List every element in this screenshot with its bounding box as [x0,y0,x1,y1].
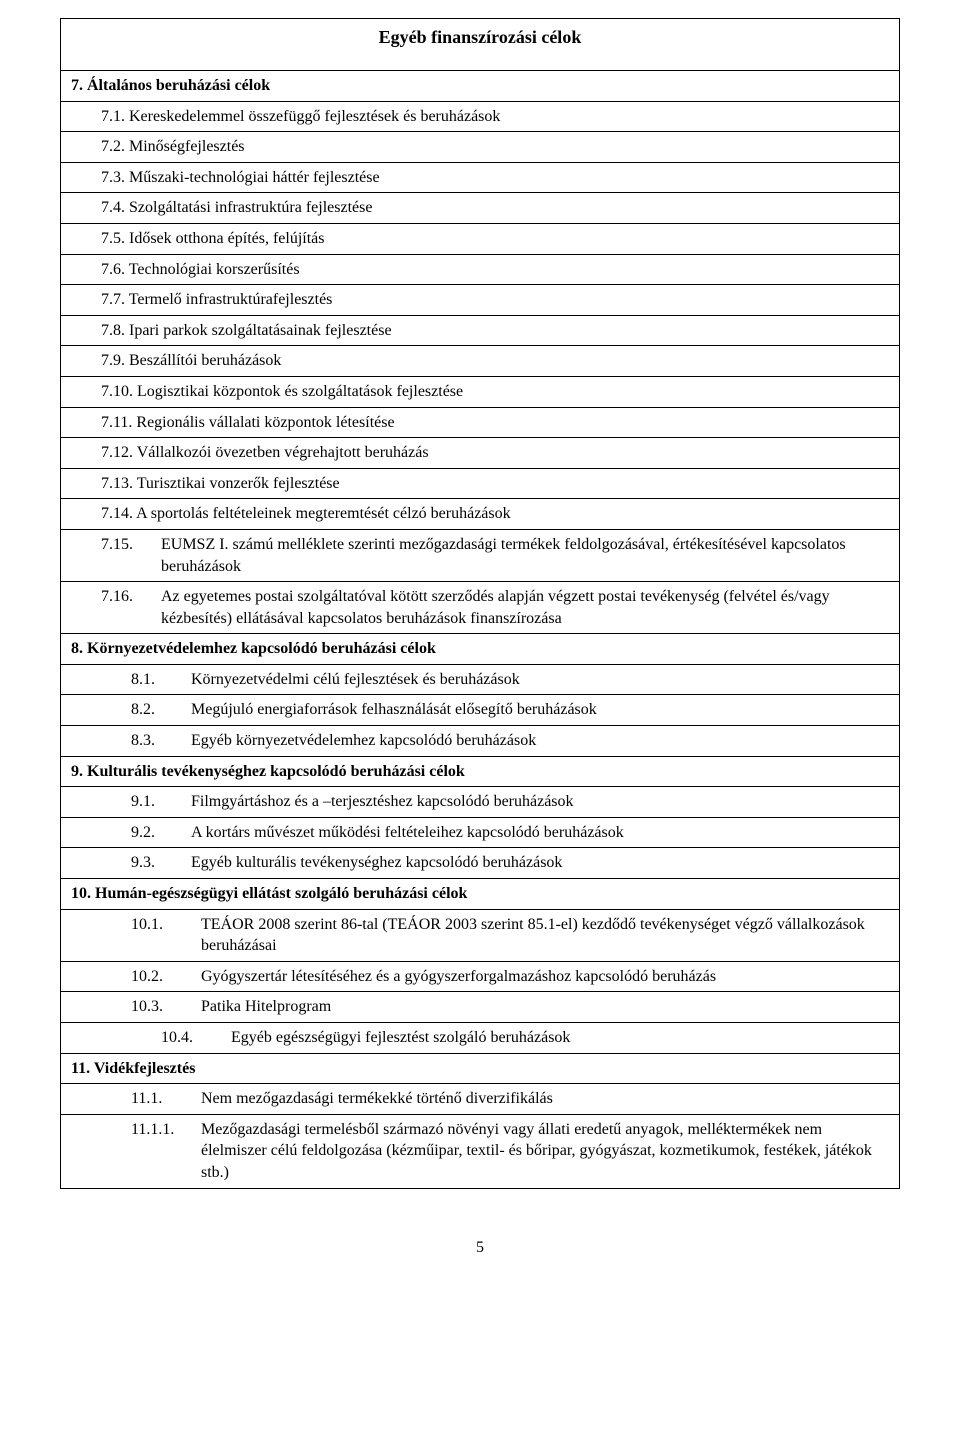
outline-row: 7.4. Szolgáltatási infrastruktúra fejles… [61,193,900,224]
outline-item: 7.7. Termelő infrastruktúrafejlesztés [71,289,889,311]
outline-item-text: Nem mezőgazdasági termékekké történő div… [201,1088,553,1110]
outline-row: 11.1.Nem mezőgazdasági termékekké történ… [61,1084,900,1115]
outline-item: 7.6. Technológiai korszerűsítés [71,259,889,281]
outline-item-text: Patika Hitelprogram [201,996,331,1018]
outline-subitem: 8.3.Egyéb környezetvédelemhez kapcsolódó… [71,730,889,752]
outline-item-number: 9.3. [131,852,191,874]
outline-row: 8.1.Környezetvédelmi célú fejlesztések é… [61,664,900,695]
document-page: Egyéb finanszírozási célok 7. Általános … [0,0,960,1297]
outline-table: 7. Általános beruházási célok 7.1. Keresk… [60,70,900,1189]
outline-heading: 10. Humán-egészségügyi ellátást szolgáló… [71,885,467,902]
outline-row: 7.2. Minőségfejlesztés [61,132,900,163]
outline-heading: 9. Kulturális tevékenységhez kapcsolódó … [71,763,465,780]
outline-item-number: 10.4. [161,1027,231,1049]
outline-row: 8.2.Megújuló energiaforrások felhasználá… [61,695,900,726]
outline-item: 7.8. Ipari parkok szolgáltatásainak fejl… [71,320,889,342]
outline-item-text: TEÁOR 2008 szerint 86-tal (TEÁOR 2003 sz… [201,914,889,957]
outline-item-number: 10.3. [131,996,201,1018]
outline-heading: 11. Vidékfejlesztés [71,1060,195,1077]
outline-item: 7.3. Műszaki-technológiai háttér fejlesz… [71,167,889,189]
outline-item: 7.16.Az egyetemes postai szolgáltatóval … [71,586,889,629]
outline-item: 7.10. Logisztikai központok és szolgálta… [71,381,889,403]
outline-item: 7.9. Beszállítói beruházások [71,350,889,372]
outline-item: 7.1. Kereskedelemmel összefüggő fejleszt… [71,106,889,128]
outline-row: 7.11. Regionális vállalati központok lét… [61,407,900,438]
outline-item-text: Az egyetemes postai szolgáltatóval kötöt… [161,586,889,629]
outline-heading: 8. Környezetvédelemhez kapcsolódó beruhá… [71,640,436,657]
outline-item: 7.4. Szolgáltatási infrastruktúra fejles… [71,197,889,219]
outline-subitem: 11.1.Nem mezőgazdasági termékekké történ… [71,1088,889,1110]
outline-item-text: Környezetvédelmi célú fejlesztések és be… [191,669,520,691]
page-number: 5 [60,1239,900,1257]
outline-subitem: 10.4.Egyéb egészségügyi fejlesztést szol… [71,1027,889,1049]
outline-item: 7.2. Minőségfejlesztés [71,136,889,158]
outline-item-number: 10.1. [131,914,201,957]
outline-row: 7.3. Műszaki-technológiai háttér fejlesz… [61,162,900,193]
outline-row: 10.1.TEÁOR 2008 szerint 86-tal (TEÁOR 20… [61,909,900,961]
outline-row: 7.13. Turisztikai vonzerők fejlesztése [61,468,900,499]
outline-subsubitem: 11.1.1.Mezőgazdasági termelésből származ… [71,1119,889,1184]
outline-item: 7.15.EUMSZ I. számú melléklete szerinti … [71,534,889,577]
outline-item: 7.11. Regionális vállalati központok lét… [71,412,889,434]
outline-row: 8.3.Egyéb környezetvédelemhez kapcsolódó… [61,726,900,757]
outline-row: 11.1.1.Mezőgazdasági termelésből származ… [61,1114,900,1188]
outline-item-number: 11.1.1. [131,1119,201,1184]
outline-item-text: Filmgyártáshoz és a –terjesztéshez kapcs… [191,791,574,813]
outline-item-text: EUMSZ I. számú melléklete szerinti mezőg… [161,534,889,577]
outline-row: 9.3.Egyéb kulturális tevékenységhez kapc… [61,848,900,879]
outline-row: 11. Vidékfejlesztés [61,1053,900,1084]
outline-row: 10.2.Gyógyszertár létesítéséhez és a gyó… [61,961,900,992]
outline-item-text: Egyéb környezetvédelemhez kapcsolódó ber… [191,730,536,752]
outline-subitem: 10.3.Patika Hitelprogram [71,996,889,1018]
outline-row: 7.7. Termelő infrastruktúrafejlesztés [61,285,900,316]
outline-heading: 7. Általános beruházási célok [71,77,270,94]
outline-row: 7.12. Vállalkozói övezetben végrehajtott… [61,438,900,469]
section-title: Egyéb finanszírozási célok [60,18,900,70]
outline-row: 10.4.Egyéb egészségügyi fejlesztést szol… [61,1023,900,1054]
outline-item-text: Egyéb egészségügyi fejlesztést szolgáló … [231,1027,570,1049]
outline-item-number: 10.2. [131,966,201,988]
outline-subitem: 9.2.A kortárs művészet működési feltétel… [71,822,889,844]
outline-row: 7.14. A sportolás feltételeinek megterem… [61,499,900,530]
outline-item-number: 7.15. [101,534,161,577]
outline-item-text: Megújuló energiaforrások felhasználását … [191,699,597,721]
outline-row: 7.8. Ipari parkok szolgáltatásainak fejl… [61,315,900,346]
outline-subitem: 10.2.Gyógyszertár létesítéséhez és a gyó… [71,966,889,988]
outline-item-number: 9.1. [131,791,191,813]
outline-row: 9.2.A kortárs művészet működési feltétel… [61,817,900,848]
outline-row: 7.5. Idősek otthona építés, felújítás [61,223,900,254]
outline-item-number: 8.2. [131,699,191,721]
outline-subitem: 8.2.Megújuló energiaforrások felhasználá… [71,699,889,721]
outline-subitem: 8.1.Környezetvédelmi célú fejlesztések é… [71,669,889,691]
outline-subitem: 9.3.Egyéb kulturális tevékenységhez kapc… [71,852,889,874]
outline-item-number: 8.1. [131,669,191,691]
outline-item-number: 7.16. [101,586,161,629]
outline-item-text: Gyógyszertár létesítéséhez és a gyógysze… [201,966,716,988]
outline-row: 8. Környezetvédelemhez kapcsolódó beruhá… [61,634,900,665]
outline-item-text: A kortárs művészet működési feltételeihe… [191,822,624,844]
outline-row: 9.1.Filmgyártáshoz és a –terjesztéshez k… [61,787,900,818]
outline-item-text: Mezőgazdasági termelésből származó növén… [201,1119,889,1184]
outline-row: 9. Kulturális tevékenységhez kapcsolódó … [61,756,900,787]
outline-row: 7.16.Az egyetemes postai szolgáltatóval … [61,582,900,634]
outline-row: 7.9. Beszállítói beruházások [61,346,900,377]
outline-item-number: 11.1. [131,1088,201,1110]
outline-item-number: 9.2. [131,822,191,844]
outline-row: 7.10. Logisztikai központok és szolgálta… [61,376,900,407]
outline-subitem: 9.1.Filmgyártáshoz és a –terjesztéshez k… [71,791,889,813]
outline-row: 7.6. Technológiai korszerűsítés [61,254,900,285]
outline-row: 7. Általános beruházási célok [61,71,900,102]
outline-row: 10. Humán-egészségügyi ellátást szolgáló… [61,879,900,910]
outline-subitem: 10.1.TEÁOR 2008 szerint 86-tal (TEÁOR 20… [71,914,889,957]
outline-item-number: 8.3. [131,730,191,752]
outline-row: 7.15.EUMSZ I. számú melléklete szerinti … [61,529,900,581]
outline-item-text: Egyéb kulturális tevékenységhez kapcsoló… [191,852,562,874]
outline-item: 7.5. Idősek otthona építés, felújítás [71,228,889,250]
outline-item: 7.14. A sportolás feltételeinek megterem… [71,503,889,525]
outline-row: 7.1. Kereskedelemmel összefüggő fejleszt… [61,101,900,132]
outline-item: 7.13. Turisztikai vonzerők fejlesztése [71,473,889,495]
outline-item: 7.12. Vállalkozói övezetben végrehajtott… [71,442,889,464]
outline-row: 10.3.Patika Hitelprogram [61,992,900,1023]
